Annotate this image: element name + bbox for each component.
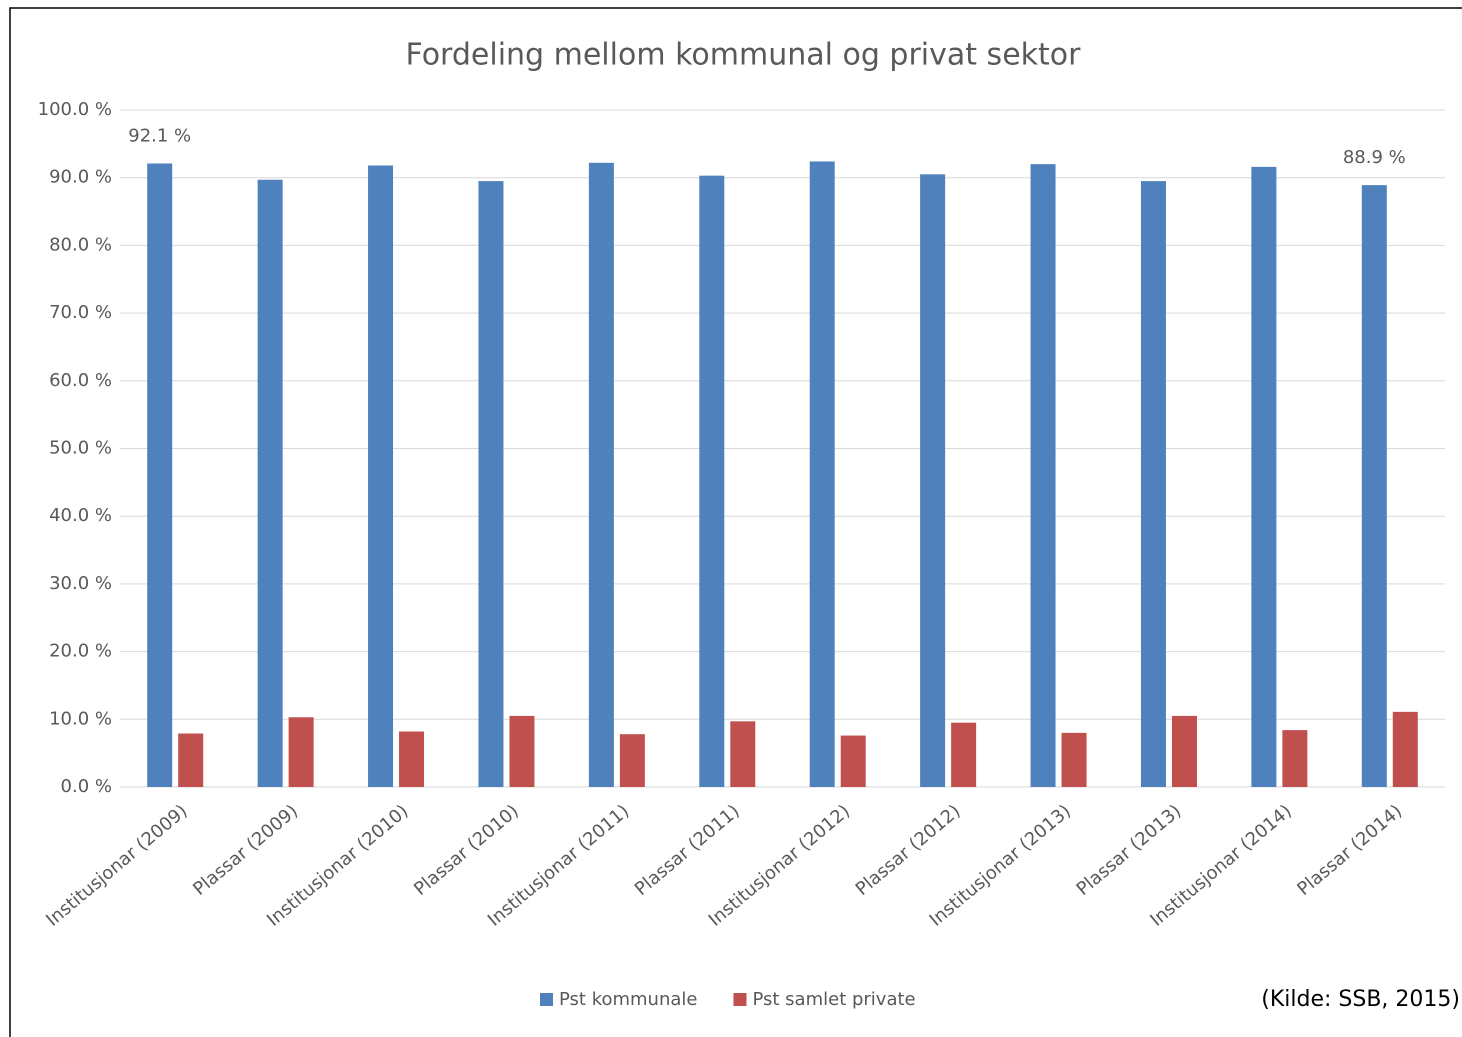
x-tick-label: Plassar (2010) [410,801,523,900]
x-tick-label: Plassar (2013) [1073,801,1186,900]
bar [619,734,645,787]
chart-title: Fordeling mellom kommunal og privat sekt… [406,38,1082,73]
x-tick-label: Plassar (2011) [631,801,744,900]
bar [699,175,725,787]
bar [920,174,946,787]
y-tick-label: 20.0 % [49,641,112,662]
bar [1361,185,1387,788]
bar [399,731,425,787]
y-tick-label: 0.0 % [61,776,112,797]
y-tick-label: 30.0 % [49,573,112,594]
bar [1392,711,1418,787]
legend-swatch [733,993,747,1006]
data-label: 92.1 % [128,125,191,146]
bar [840,735,866,787]
bar [588,162,614,787]
x-tick-label: Plassar (2009) [189,801,302,900]
bar [809,161,835,787]
bar [257,179,283,787]
bar [1061,732,1087,787]
bar [288,717,314,787]
bar [1251,166,1277,788]
y-tick-label: 70.0 % [49,302,112,323]
y-tick-label: 10.0 % [49,708,112,729]
bar [478,181,504,787]
bar [1140,181,1166,787]
bar [178,733,204,787]
legend-label: Pst kommunale [559,989,697,1010]
x-tick-label: Institusjonar (2009) [42,801,191,931]
y-tick-label: 100.0 % [38,99,112,120]
legend-label: Pst samlet private [752,989,915,1010]
bar [147,163,173,787]
bar [368,165,394,787]
data-label: 88.9 % [1343,147,1406,168]
bar [509,715,535,787]
y-tick-label: 40.0 % [49,505,112,526]
bar [1030,164,1056,787]
legend-swatch [540,993,553,1006]
y-tick-label: 60.0 % [49,370,112,391]
y-tick-label: 80.0 % [49,234,112,255]
x-tick-label: Plassar (2012) [852,801,965,900]
y-tick-label: 90.0 % [49,167,112,188]
bar [951,722,977,787]
x-tick-label: Plassar (2014) [1293,801,1406,900]
bar [730,721,756,787]
bar [1282,730,1308,787]
y-tick-label: 50.0 % [49,438,112,459]
source-note: (Kilde: SSB, 2015) [1261,987,1460,1012]
frame [9,7,1462,1037]
bar [1171,715,1197,787]
